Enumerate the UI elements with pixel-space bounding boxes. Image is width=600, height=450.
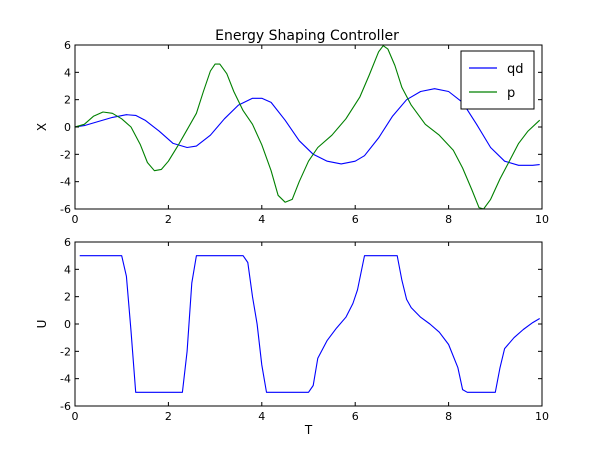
- x-axis-label: T: [304, 423, 313, 437]
- x-tick-label: 0: [72, 410, 79, 423]
- plot-panel-0: 0 2 4 6 8 10 -6 -4 -2 0 2 4 6 Xqd p: [35, 39, 549, 226]
- x-tick-label: 0: [72, 213, 79, 226]
- y-tick-label: -2: [60, 148, 71, 161]
- plot-panel-1: 0 2 4 6 8 10 -6 -4 -2 0 2 4 6 U T: [35, 236, 549, 437]
- y-tick-label: -2: [60, 345, 71, 358]
- x-tick-label: 10: [535, 213, 549, 226]
- y-tick-label: 4: [64, 263, 71, 276]
- y-tick-label: 6: [64, 39, 71, 52]
- y-tick-label: 4: [64, 66, 71, 79]
- legend-label-qd: qd: [507, 62, 524, 77]
- y-tick-label: 0: [64, 318, 71, 331]
- x-tick-label: 2: [165, 410, 172, 423]
- x-tick-label: 6: [352, 213, 359, 226]
- y-tick-label: 6: [64, 236, 71, 249]
- legend-label-p: p: [507, 86, 515, 101]
- x-tick-label: 4: [258, 410, 265, 423]
- legend-box: [460, 50, 535, 110]
- series-line-p: [75, 45, 541, 209]
- y-tick-label: 0: [64, 121, 71, 134]
- y-tick-label: 2: [64, 291, 71, 304]
- plot-frame: [74, 241, 543, 407]
- x-tick-label: 10: [535, 410, 549, 423]
- x-tick-label: 4: [258, 213, 265, 226]
- series-line-u-0: [79, 255, 540, 393]
- y-tick-label: -6: [60, 203, 71, 216]
- plot-panels: 0 2 4 6 8 10 -6 -4 -2 0 2 4 6 Xqd p 0 2 4 6 8 10 -6 -4 -2 0 2 4 6 U T: [35, 39, 549, 437]
- legend: qd p: [460, 50, 535, 110]
- chart-title: Energy Shaping Controller: [215, 28, 399, 44]
- x-tick-label: 6: [352, 410, 359, 423]
- x-tick-label: 8: [445, 410, 452, 423]
- y-axis-label: U: [35, 320, 49, 329]
- x-tick-label: 2: [165, 213, 172, 226]
- y-tick-label: -6: [60, 400, 71, 413]
- y-tick-label: -4: [60, 373, 71, 386]
- x-tick-label: 8: [445, 213, 452, 226]
- y-axis-label: X: [35, 123, 49, 131]
- y-tick-label: 2: [64, 94, 71, 107]
- y-tick-label: -4: [60, 176, 71, 189]
